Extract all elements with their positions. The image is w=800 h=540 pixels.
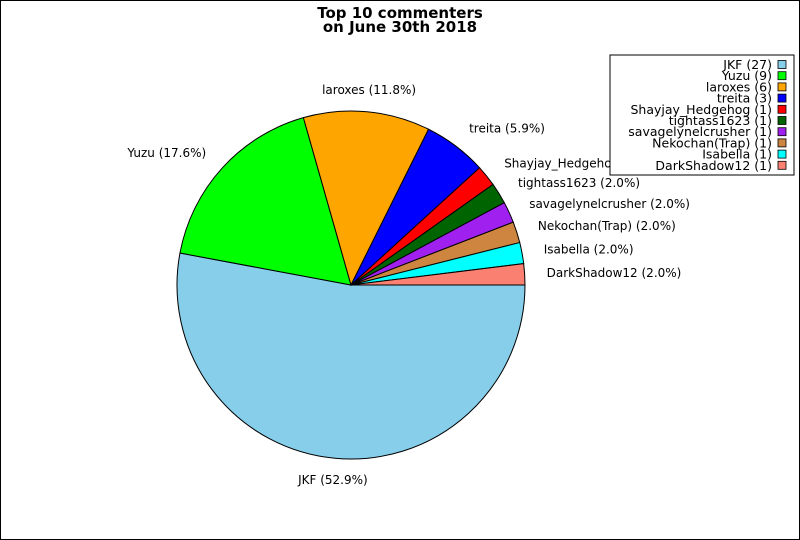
slice-label-3: treita (5.9%) — [469, 122, 545, 136]
legend-swatch-3 — [777, 93, 787, 103]
legend-entry-4: Shayjay_Hedgehog (1) — [630, 102, 772, 117]
slice-label-7: Nekochan(Trap) (2.0%) — [538, 219, 676, 233]
legend-entry-1: Yuzu (9) — [721, 68, 772, 83]
legend-swatch-1 — [777, 71, 787, 81]
legend-box — [609, 54, 795, 176]
slice-label-0: JKF (52.9%) — [297, 473, 368, 487]
pie-slice-1 — [179, 117, 352, 286]
pie-slices — [176, 110, 526, 460]
pie-slice-9 — [350, 263, 526, 286]
legend-swatch-5 — [777, 116, 787, 125]
legend-entry-7: Nekochan(Trap) (1) — [652, 135, 772, 150]
slice-label-6: savagelynelcrusher (2.0%) — [529, 197, 690, 211]
legend-entry-5: tightass1623 (1) — [669, 113, 772, 128]
legend-swatch-8 — [777, 149, 787, 159]
legend-swatch-9 — [777, 160, 787, 170]
legend: JKF (27)Yuzu (9)laroxes (6)treita (3)Sha… — [609, 54, 795, 176]
legend-swatch-6 — [777, 127, 787, 137]
legend-swatch-4 — [777, 104, 787, 114]
legend-swatch-7 — [777, 138, 787, 148]
chart-title-line-2: on June 30th 2018 — [323, 18, 477, 36]
legend-entry-8: Isabella (1) — [702, 147, 772, 162]
legend-entry-6: savagelynelcrusher (1) — [628, 124, 772, 139]
slice-label-5: tightass1623 (2.0%) — [518, 176, 640, 190]
pie-slice-0 — [176, 252, 526, 460]
slice-label-8: Isabella (2.0%) — [544, 242, 634, 256]
slice-label-9: DarkShadow12 (2.0%) — [547, 266, 682, 280]
slice-label-2: laroxes (11.8%) — [322, 83, 416, 97]
legend-entry-3: treita (3) — [717, 91, 772, 106]
legend-swatch-2 — [777, 82, 787, 92]
chart-title-line-1: Top 10 commenters — [317, 4, 483, 22]
slice-label-1: Yuzu (17.6%) — [126, 146, 206, 160]
legend-entry-9: DarkShadow12 (1) — [655, 158, 772, 173]
legend-swatch-0 — [777, 60, 787, 69]
legend-entry-0: JKF (27) — [722, 57, 772, 72]
legend-entry-2: laroxes (6) — [706, 79, 772, 94]
pie-slice-2 — [302, 110, 430, 287]
